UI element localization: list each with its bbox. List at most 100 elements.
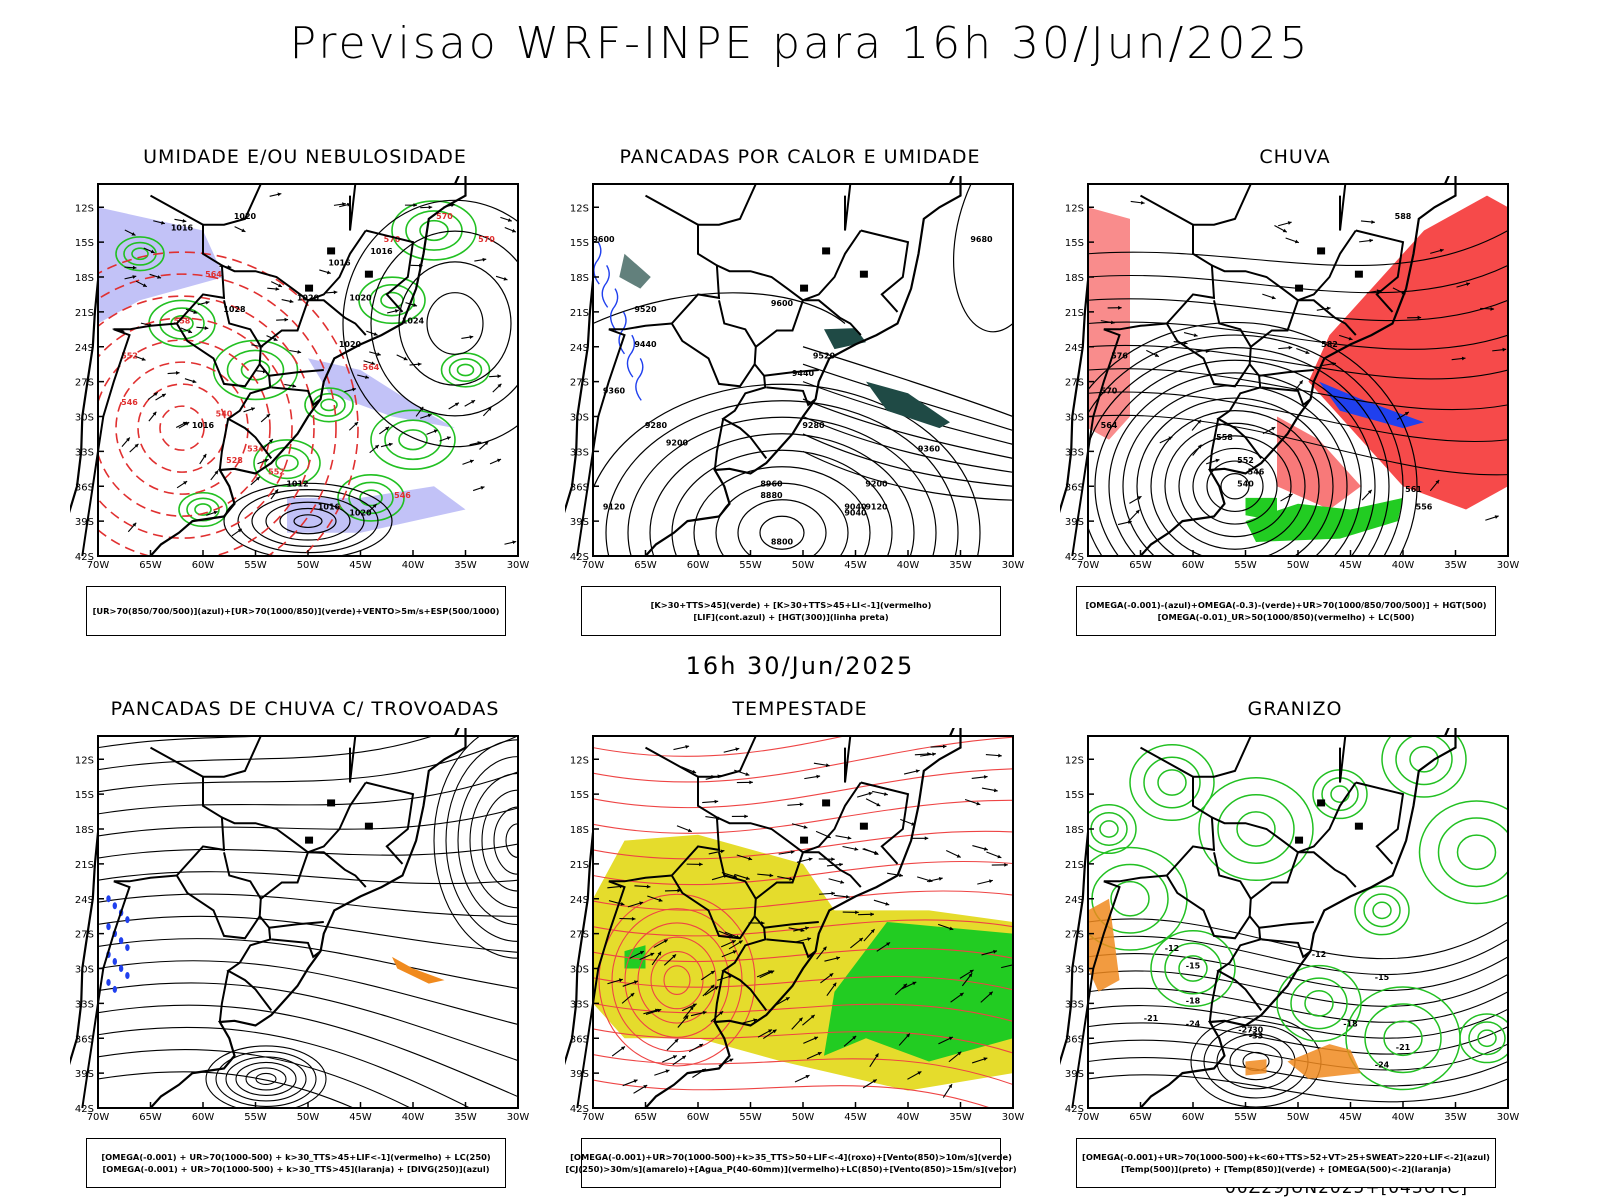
low-level-humidity-contour (186, 497, 220, 522)
wind-arrowhead (497, 374, 502, 379)
height-300-contour (593, 383, 981, 556)
wind-arrowhead (175, 371, 180, 375)
lat-tick-label: 42S (1065, 1104, 1084, 1115)
wind-arrowhead (193, 310, 198, 314)
wind-arrowhead (497, 383, 502, 388)
lat-tick-label: 12S (75, 203, 94, 214)
wind-arrowhead (376, 352, 381, 356)
wind-arrowhead (789, 877, 794, 881)
height-label: 561 (1405, 485, 1422, 494)
panel-legend: [OMEGA(-0.001) + UR>70(1000-500) + k>30_… (86, 1138, 506, 1188)
map-granizo[interactable]: -12 -15 -18 -21 -24 -27-30-33 -12 -15 -18 -21 -24 1… (1060, 728, 1530, 1128)
wind-arrowhead (433, 429, 438, 434)
map-umidade[interactable]: 1016 1020 1016 1016 1020 1020 1024 1020 1028 1016… (70, 176, 540, 576)
wind-arrowhead (1140, 200, 1145, 205)
lon-tick-label: 30W (1002, 1112, 1025, 1123)
political-border (608, 874, 672, 883)
legend-line-1: [UR>70(850/700/500)](azul)+[UR>70(1000/8… (92, 606, 500, 616)
height-500-contour (1136, 397, 1334, 556)
political-border (203, 183, 262, 226)
panel-umidade: UMIDADE E/OU NEBULOSIDADE 1016 1020 1016 10… (70, 146, 540, 646)
wind-arrowhead (1376, 289, 1381, 294)
wind-arrowhead (969, 969, 974, 974)
wind-arrowhead (342, 202, 346, 207)
lat-tick-label: 30S (570, 413, 589, 424)
wind-arrowhead (153, 392, 158, 397)
wind-arrowhead (714, 799, 719, 804)
political-border (670, 322, 756, 388)
political-border (1258, 921, 1314, 929)
low-level-humidity-contour (456, 363, 475, 377)
atlantic-coastline (644, 728, 962, 1109)
panel-legend: [UR>70(850/700/500)](azul)+[UR>70(1000/8… (86, 586, 506, 636)
political-border (113, 874, 177, 883)
wind-arrowhead (831, 891, 835, 896)
lat-tick-label: 33S (1065, 999, 1084, 1010)
wind-arrowhead (413, 303, 418, 307)
wind-arrowhead (188, 329, 193, 334)
pressure-label: 1028 (223, 305, 246, 314)
wind-arrowhead (202, 453, 207, 458)
low-level-humidity-contour (359, 489, 383, 507)
political-border (576, 328, 626, 557)
wind-arrowhead (831, 857, 835, 862)
lon-tick-label: 40W (1392, 560, 1415, 571)
temp-850-contour (1418, 800, 1508, 905)
thickness-contour (115, 361, 249, 495)
wind-arrowhead (885, 901, 890, 906)
wind-arrowhead (993, 949, 997, 954)
panel-legend: [OMEGA(-0.001)+UR>70(1000-500)+k<60+TTS>… (1076, 1138, 1496, 1188)
streamline-250 (98, 893, 518, 917)
streamline-850 (593, 736, 847, 757)
wind-arrowhead (161, 393, 166, 398)
political-border (1208, 418, 1220, 471)
wind-arrowhead (840, 880, 845, 884)
political-border (844, 735, 852, 783)
wind-arrowhead (803, 825, 808, 829)
political-border (1071, 880, 1121, 1109)
lake-marker (305, 284, 314, 292)
divergence-marker (112, 902, 117, 910)
thickness-contour (98, 251, 359, 556)
wind-arrowhead (621, 1046, 625, 1051)
wind-arrowhead (988, 991, 993, 996)
lat-tick-label: 33S (570, 447, 589, 458)
wind-arrowhead (927, 752, 931, 756)
wind-arrowhead (427, 413, 432, 418)
height-label: 546 (1248, 468, 1265, 477)
height-label: 582 (1321, 340, 1338, 349)
political-border (1103, 874, 1167, 883)
lat-tick-label: 12S (1065, 755, 1084, 766)
map-chuva[interactable]: 588 582 576 570 564 558 552 546 540 561 556 12S 15S 1… (1060, 176, 1530, 576)
lon-tick-label: 70W (1077, 560, 1100, 571)
height-300-contour (715, 482, 849, 556)
temp-850-contour (1198, 776, 1314, 882)
political-border (365, 781, 415, 865)
lake-marker (1354, 270, 1363, 278)
temperature-label: -12 (1312, 950, 1326, 959)
political-border (260, 781, 367, 900)
legend-line-1: [OMEGA(-0.001)+UR>70(1000-500)+k>35_TTS>… (570, 1152, 1012, 1162)
wind-arrowhead (983, 775, 988, 779)
divergence-marker (106, 978, 111, 986)
lon-tick-label: 60W (1182, 560, 1205, 571)
lon-tick-label: 70W (87, 1112, 110, 1123)
wind-arrowhead (275, 287, 280, 291)
wind-arrowhead (639, 951, 644, 955)
lat-tick-label: 15S (1065, 790, 1084, 801)
wind-arrowhead (131, 232, 136, 236)
wind-arrowhead (657, 951, 662, 956)
political-border (860, 229, 910, 313)
legend-line-2: [OMEGA(-0.001) + UR>70(1000-500) + k>30_… (102, 1164, 490, 1174)
temp-850-contour (1110, 880, 1150, 917)
political-border (221, 816, 309, 854)
wind-arrowhead (903, 983, 907, 988)
lake-marker (305, 836, 314, 844)
low-level-humidity-contour (275, 454, 299, 472)
political-border (223, 852, 273, 1012)
lat-tick-label: 42S (570, 552, 589, 563)
